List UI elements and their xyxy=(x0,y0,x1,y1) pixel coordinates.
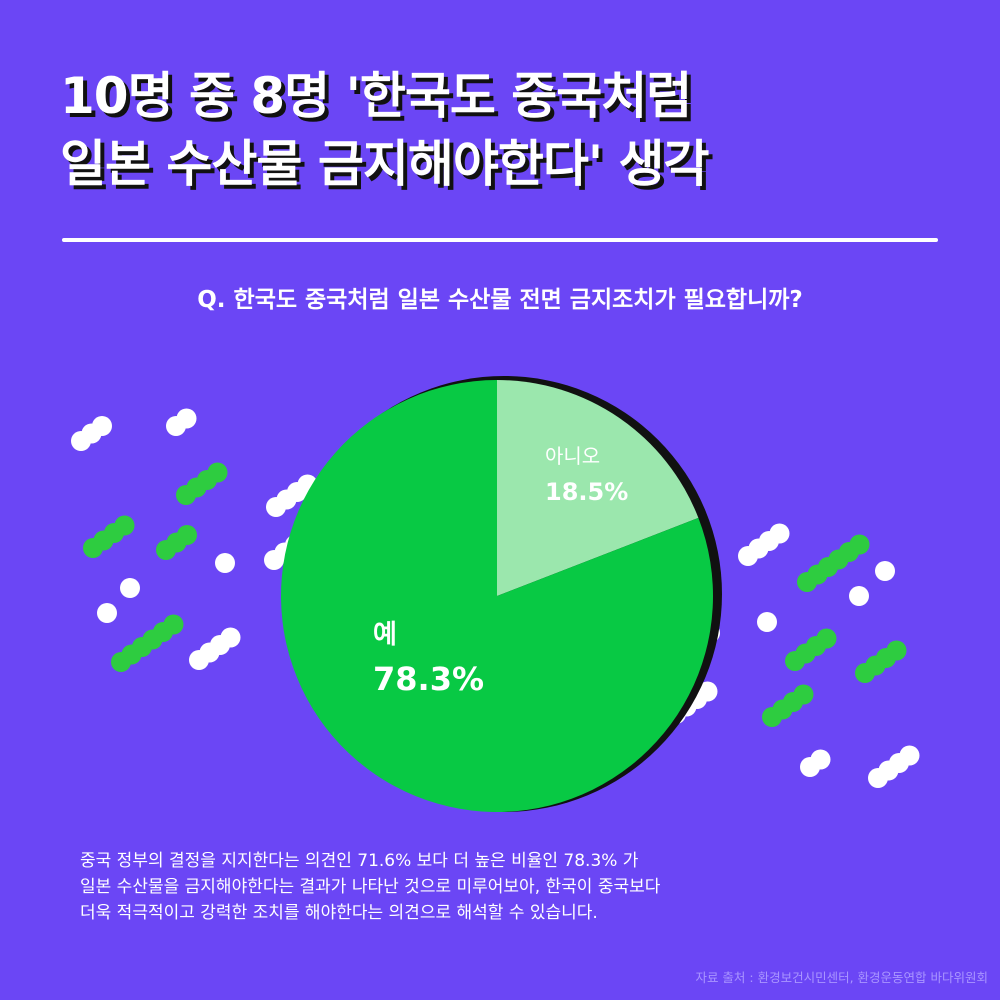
slice-value-no: 18.5% xyxy=(545,478,628,506)
decorative-dot xyxy=(92,416,112,436)
decorative-dot xyxy=(769,523,790,544)
slice-value-yes: 78.3% xyxy=(373,660,484,698)
explanation-line-2: 일본 수산물을 금지해야한다는 결과가 나타난 것으로 미루어보아, 한국이 중… xyxy=(80,877,661,897)
slice-label-no: 아니오 xyxy=(545,444,600,468)
decorative-dot xyxy=(207,462,228,483)
decorative-dot xyxy=(215,553,235,573)
explanation-line-1: 중국 정부의 결정을 지지한다는 의견인 71.6% 보다 더 높은 비율인 7… xyxy=(80,851,639,871)
page-title: 10명 중 8명 '한국도 중국처럼 일본 수산물 금지해야한다' 생각 xyxy=(60,62,960,198)
decorative-dot xyxy=(220,627,241,648)
title-line-2: 일본 수산물 금지해야한다' 생각 xyxy=(60,135,710,193)
decorative-dot xyxy=(177,525,197,545)
decorative-dot xyxy=(793,684,814,705)
decorative-dot xyxy=(849,586,869,606)
decorative-dot xyxy=(176,408,197,429)
slice-label-yes: 예 xyxy=(373,620,397,650)
decorative-dot xyxy=(163,614,184,635)
pie-chart: 아니오 18.5% 예 78.3% xyxy=(71,376,920,812)
decorative-dot xyxy=(114,515,135,536)
decorative-dot xyxy=(886,640,907,661)
pie-slice-yes xyxy=(281,380,714,812)
decorative-dot xyxy=(97,603,117,623)
decorative-dot xyxy=(810,749,831,770)
pie-slice-no xyxy=(497,380,699,596)
source-credit: 자료 출처 : 환경보건시민센터, 환경운동연합 바다위원회 xyxy=(695,970,988,985)
explanation-text: 중국 정부의 결정을 지지한다는 의견인 71.6% 보다 더 높은 비율인 7… xyxy=(80,848,940,926)
decorative-dot xyxy=(899,745,920,766)
decorative-dot xyxy=(875,561,895,581)
decorative-dot xyxy=(816,628,837,649)
title-line-1: 10명 중 8명 '한국도 중국처럼 xyxy=(60,67,692,125)
decorative-dot xyxy=(697,681,718,702)
decorative-dots xyxy=(71,408,920,788)
decorative-dot xyxy=(849,534,870,555)
explanation-line-3: 더욱 적극적이고 강력한 조치를 해야한다는 의견으로 해석할 수 있습니다. xyxy=(80,903,598,923)
decorative-dot xyxy=(120,578,140,598)
decorative-dot xyxy=(757,612,777,632)
title-divider xyxy=(62,238,938,242)
survey-question: Q. 한국도 중국처럼 일본 수산물 전면 금지조치가 필요합니까? xyxy=(197,287,803,313)
